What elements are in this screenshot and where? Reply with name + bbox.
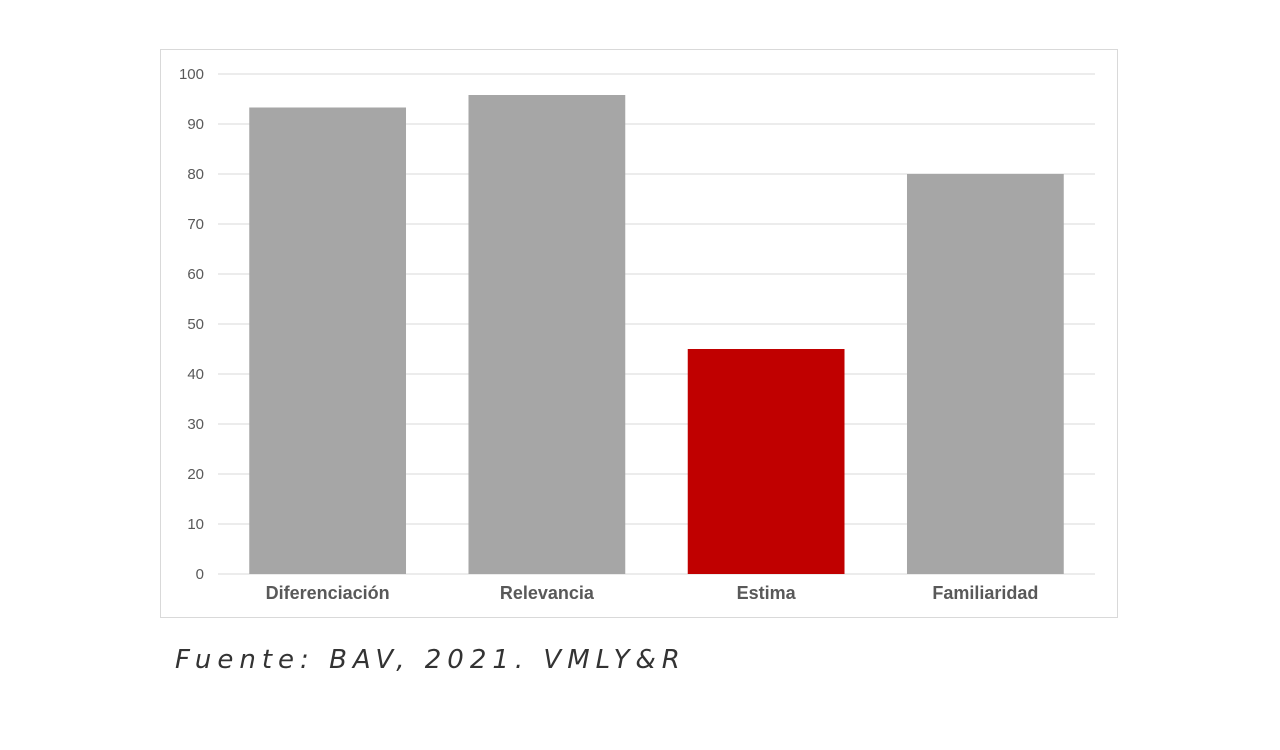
x-category-label: Familiaridad — [932, 583, 1038, 603]
y-tick-label: 0 — [196, 566, 204, 583]
x-category-label: Estima — [737, 583, 797, 603]
bar-chart: 0 10 20 30 40 50 60 70 80 90 100 Diferenciación Rele… — [179, 66, 1095, 603]
y-tick-label: 40 — [187, 366, 204, 383]
x-category-label: Relevancia — [500, 583, 595, 603]
chart-frame: 0 10 20 30 40 50 60 70 80 90 100 Diferenciación Rele… — [160, 49, 1118, 618]
bar-relevancia — [468, 95, 626, 574]
bar-diferenciacion — [249, 107, 407, 574]
bar-estima — [687, 349, 845, 574]
y-tick-label: 10 — [187, 516, 204, 533]
y-tick-label: 20 — [187, 466, 204, 483]
source-caption: Fuente: BAV, 2021. VMLY&R — [175, 645, 686, 675]
y-tick-label: 30 — [187, 416, 204, 433]
y-tick-label: 70 — [187, 216, 204, 233]
y-tick-label: 100 — [179, 66, 204, 83]
y-tick-label: 60 — [187, 266, 204, 283]
bar-familiaridad — [906, 174, 1064, 574]
y-tick-label: 50 — [187, 316, 204, 333]
y-tick-label: 90 — [187, 116, 204, 133]
x-category-label: Diferenciación — [266, 583, 390, 603]
y-tick-label: 80 — [187, 166, 204, 183]
